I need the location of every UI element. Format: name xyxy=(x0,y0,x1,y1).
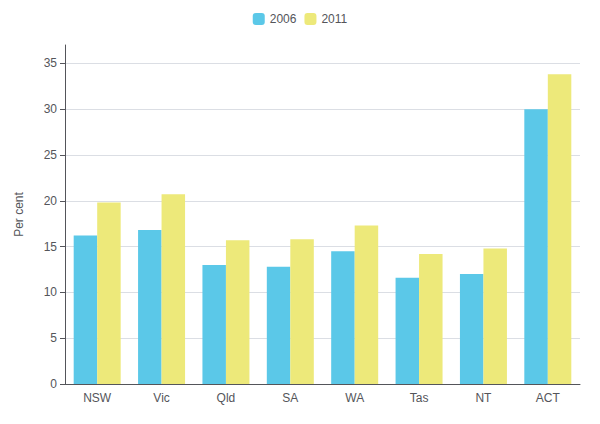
svg-text:Vic: Vic xyxy=(153,391,169,405)
svg-text:Tas: Tas xyxy=(410,391,429,405)
svg-text:5: 5 xyxy=(50,331,57,345)
svg-text:2011: 2011 xyxy=(321,12,347,26)
svg-text:NT: NT xyxy=(475,391,492,405)
svg-text:ACT: ACT xyxy=(536,391,561,405)
svg-text:10: 10 xyxy=(44,285,58,299)
svg-text:20: 20 xyxy=(44,194,58,208)
svg-text:NSW: NSW xyxy=(83,391,112,405)
svg-text:Per cent: Per cent xyxy=(12,191,26,236)
svg-text:15: 15 xyxy=(44,240,58,254)
svg-text:2006: 2006 xyxy=(270,12,297,26)
svg-text:Qld: Qld xyxy=(217,391,236,405)
svg-text:30: 30 xyxy=(44,102,58,116)
svg-text:35: 35 xyxy=(44,56,58,70)
svg-text:25: 25 xyxy=(44,148,58,162)
svg-text:0: 0 xyxy=(50,377,57,391)
svg-text:SA: SA xyxy=(282,391,298,405)
svg-text:WA: WA xyxy=(345,391,364,405)
